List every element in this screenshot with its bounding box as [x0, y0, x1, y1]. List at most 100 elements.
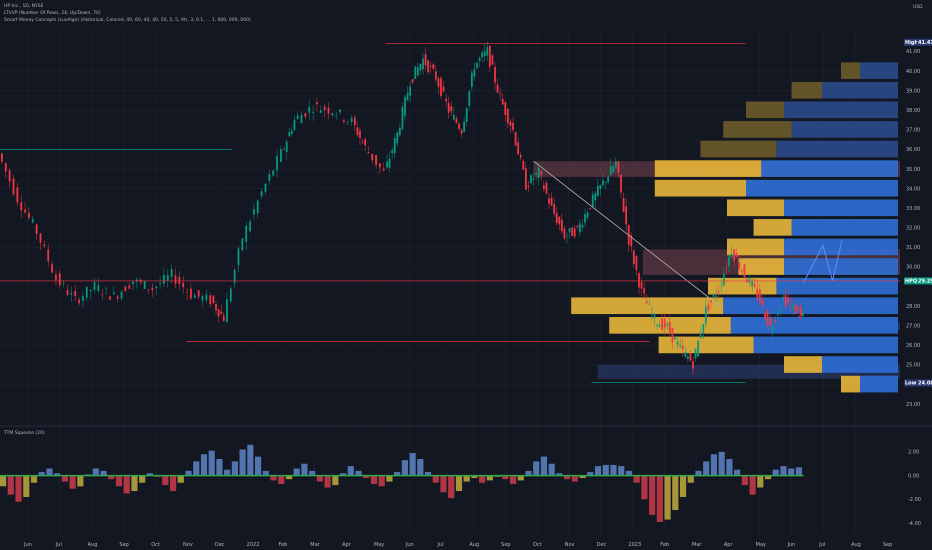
osc-bar — [618, 466, 625, 476]
candle-body — [361, 141, 364, 143]
candle-body — [331, 113, 334, 116]
osc-bar — [502, 475, 509, 480]
candle-body — [537, 167, 540, 178]
candle-body — [447, 102, 450, 113]
candle-body — [429, 66, 432, 67]
candle-body — [576, 225, 579, 227]
candle-body — [264, 183, 267, 192]
candle-body — [463, 121, 466, 132]
osc-bar — [564, 475, 571, 480]
price-tick-label: 23.00 — [906, 402, 920, 408]
osc-bar — [146, 473, 153, 476]
candle-body — [802, 312, 804, 316]
osc-bar — [795, 467, 803, 476]
time-tick-label: Sep — [883, 542, 892, 548]
candle-body — [458, 123, 460, 129]
osc-bar — [162, 475, 169, 486]
osc-bar — [208, 450, 215, 476]
candle-body — [648, 303, 651, 305]
osc-bar — [687, 475, 694, 483]
candle-body — [764, 312, 766, 320]
osc-bar — [471, 475, 478, 478]
osc-bar — [123, 475, 130, 494]
price-tick-label: 26.00 — [906, 343, 920, 349]
candle-body — [560, 219, 563, 232]
vp-down-bar — [860, 375, 898, 393]
candle-body — [241, 238, 244, 251]
candle-body — [424, 54, 427, 66]
candle-body — [327, 107, 330, 114]
last-tag-value: 29.29 — [918, 279, 932, 285]
vp-up-bar — [791, 81, 822, 99]
time-tick-label: Mar — [692, 542, 702, 548]
candle-body — [571, 227, 574, 236]
candle-body — [766, 309, 769, 326]
smc-legend: Smart Money Concepts (LuxAlgo) (Historic… — [4, 18, 251, 23]
vp-up-bar — [738, 258, 784, 275]
candle-body — [82, 296, 84, 301]
vp-up-bar — [654, 160, 762, 177]
candle-body — [720, 285, 723, 286]
vp-up-bar — [654, 179, 746, 197]
candle-body — [522, 160, 525, 170]
osc-bar — [46, 468, 53, 476]
candle-body — [364, 139, 367, 146]
candle-body — [550, 197, 553, 206]
price-tick-label: 28.00 — [906, 304, 920, 310]
candle-body — [573, 228, 576, 237]
candle-body — [419, 63, 422, 71]
candle-body — [245, 225, 248, 242]
price-tick-label: 30.00 — [906, 265, 920, 271]
osc-bar — [278, 475, 285, 484]
candle-body — [442, 86, 445, 92]
candle-body — [545, 182, 548, 194]
candle-body — [722, 274, 725, 286]
candle-body — [217, 309, 220, 317]
candle-body — [594, 193, 597, 201]
osc-bar — [772, 469, 779, 476]
osc-bar — [610, 464, 617, 476]
candle-body — [589, 208, 592, 209]
osc-bar — [633, 475, 640, 483]
candle-body — [319, 110, 322, 113]
candle-body — [20, 202, 23, 211]
candle-body — [343, 119, 345, 122]
osc-bar — [448, 475, 455, 499]
candle-body — [774, 319, 777, 322]
price-tick-label: 36.00 — [906, 147, 920, 153]
candle-body — [527, 185, 530, 187]
candle-body — [147, 289, 150, 290]
time-tick-label: Feb — [278, 542, 287, 548]
osc-bar — [355, 470, 362, 476]
candle-body — [440, 78, 442, 97]
candle-body — [578, 223, 581, 233]
candle-body — [128, 285, 131, 289]
candle-body — [74, 290, 77, 297]
candle-body — [640, 282, 643, 289]
osc-bar — [193, 461, 200, 476]
oscillator-bars — [0, 444, 803, 522]
osc-bar — [579, 475, 586, 478]
candle-body — [422, 58, 424, 70]
candle-body — [584, 214, 586, 223]
candle-body — [371, 153, 374, 161]
candle-body — [78, 299, 80, 304]
candle-body — [296, 115, 299, 120]
symbol-legend: HP Inc., 1D, NYSE — [4, 4, 44, 9]
candle-body — [710, 300, 712, 302]
candle-body — [388, 158, 391, 168]
candle-body — [396, 132, 399, 144]
candle-body — [620, 174, 622, 193]
candle-body — [256, 200, 259, 214]
candle-body — [182, 282, 185, 288]
price-tick-label: 31.00 — [906, 245, 920, 251]
price-tick-label: 27.00 — [906, 323, 920, 329]
candle-body — [136, 279, 138, 282]
time-tick-label: Sep — [501, 542, 510, 548]
candle-body — [635, 256, 638, 271]
last-value-tag — [917, 277, 932, 285]
candle-body — [58, 273, 61, 286]
candle-body — [4, 163, 7, 172]
candle-body — [666, 323, 669, 326]
